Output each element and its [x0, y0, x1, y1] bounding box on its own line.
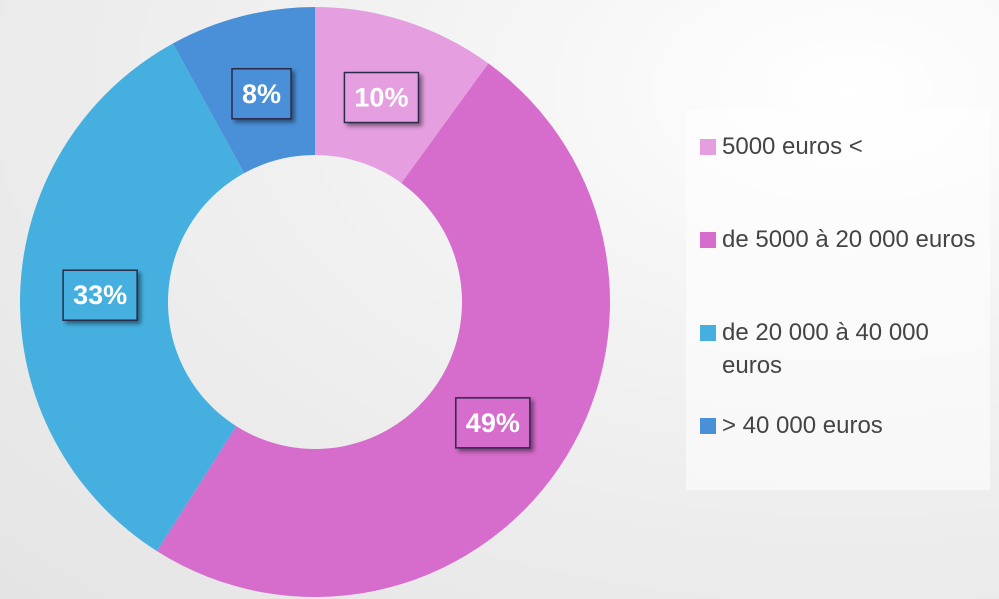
legend-swatch [700, 232, 716, 248]
legend-label: de 20 000 à 40 000 euros [722, 319, 929, 379]
donut-segment [156, 63, 610, 597]
value-label-group: 49% [455, 397, 531, 449]
value-label-box [231, 68, 292, 120]
legend-item: 5000 euros < [700, 130, 980, 163]
legend-label: 5000 euros < [722, 133, 863, 160]
legend-item: de 20 000 à 40 000 euros [700, 316, 980, 382]
legend-swatch [700, 325, 716, 341]
value-label: 33% [73, 280, 127, 310]
legend-label: > 40 000 euros [722, 412, 883, 439]
legend-item: de 5000 à 20 000 euros [700, 223, 980, 256]
legend-swatch [700, 418, 716, 434]
value-label-group: 8% [231, 68, 292, 120]
legend-item: > 40 000 euros [700, 409, 980, 442]
value-label: 49% [466, 408, 520, 438]
value-label-group: 10% [343, 71, 420, 124]
value-label-box [62, 269, 138, 321]
legend: 5000 euros < de 5000 à 20 000 euros de 20 … [686, 110, 990, 490]
value-label-group: 33% [62, 269, 138, 321]
value-label-box [343, 71, 420, 124]
legend-swatch [700, 139, 716, 155]
value-label: 8% [242, 79, 281, 109]
legend-label: de 5000 à 20 000 euros [722, 226, 976, 253]
value-label-box [455, 397, 531, 449]
value-label: 10% [354, 83, 408, 113]
